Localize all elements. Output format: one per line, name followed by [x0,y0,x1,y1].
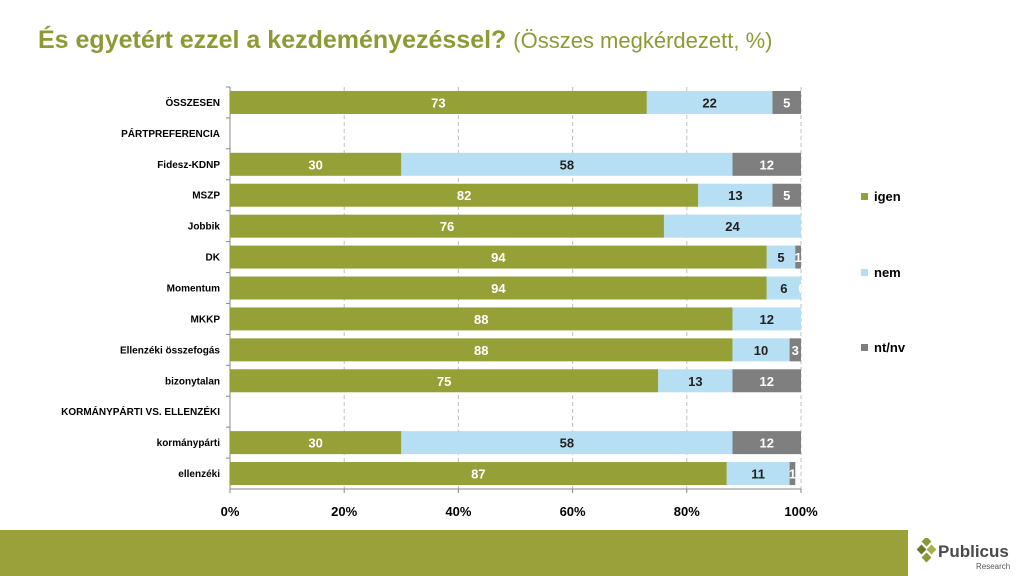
data-label-nt-nv-fidesz-kdnp: 12 [760,157,774,172]
bar-nem-ellenzeki [726,462,790,486]
publicus-logo-icon [916,538,937,563]
title-subtitle: (Összes megkérdezett, %) [513,28,773,53]
bar-nem-osszesen [646,90,773,114]
category-label-kormanyparti-vs-ellenzeki: KORMÁNYPÁRTI VS. ELLENZÉKI [61,405,220,418]
legend-marker-nem [861,269,868,276]
category-label-osszesen: ÖSSZESEN [166,96,220,109]
bar-igen-jobbik [230,214,664,238]
data-label-igen-mszp: 82 [457,188,471,203]
data-label-igen-mkkp: 88 [474,312,488,327]
category-label-jobbik: Jobbik [188,222,221,233]
x-tick-label: 20% [331,504,357,519]
x-tick-label: 40% [445,504,471,519]
legend-marker-nt-nv [861,344,868,351]
data-label-igen-osszesen: 73 [431,95,445,110]
bar-nem-mszp [698,183,773,207]
category-label-mkkp: MKKP [191,314,221,325]
category-label-fidesz-kdnp: Fidesz-KDNP [157,160,220,171]
bar-nem-bizonytalan [658,369,733,393]
bar-nt-nv-dk [795,245,801,269]
data-label-nt-nv-ellenzeki: 1 [789,467,796,482]
data-label-igen-ellenzeki: 87 [471,467,485,482]
bar-nem-jobbik [663,214,801,238]
bar-nt-nv-osszesen [772,90,801,114]
chart-title: És egyetért ezzel a kezdeményezéssel? (Ö… [38,26,772,55]
publicus-logo: Publicus Research [916,536,1024,572]
data-label-nt-nv-kormanyparti: 12 [760,436,774,451]
bar-igen-mszp [230,183,699,207]
bar-nt-nv-mszp [772,183,801,207]
data-label-igen-ellenzeki-osszefogas: 88 [474,343,488,358]
data-label-nt-nv-momentum: 0 [798,281,805,296]
data-label-nem-osszesen: 22 [702,95,716,110]
bar-igen-ellenzeki-osszefogas [230,338,733,362]
bar-igen-bizonytalan [230,369,659,393]
data-label-nem-ellenzeki-osszefogas: 10 [754,343,768,358]
data-label-nem-bizonytalan: 13 [688,374,702,389]
x-tick-label: 80% [674,504,700,519]
bar-igen-mkkp [230,307,733,331]
data-label-nem-mkkp: 12 [760,312,774,327]
data-label-nt-nv-osszesen: 5 [783,95,790,110]
x-tick-label: 100% [784,504,818,519]
category-label-partpreferencia: PÁRTPREFERENCIA [121,127,220,140]
title-main: És egyetért ezzel a kezdeményezéssel? [38,26,507,54]
bar-nem-mkkp [732,307,801,331]
data-label-nem-momentum: 6 [780,281,787,296]
bar-nem-kormanyparti [401,431,733,455]
data-label-nem-ellenzeki: 11 [751,467,765,482]
data-label-nt-nv-dk: 1 [795,250,802,265]
bar-nt-nv-kormanyparti [732,431,801,455]
data-label-nt-nv-ellenzeki-osszefogas: 3 [792,343,799,358]
data-label-nem-fidesz-kdnp: 58 [560,157,574,172]
x-tick-label: 0% [221,504,240,519]
bar-nem-fidesz-kdnp [401,152,733,176]
legend-label-nt-nv: nt/nv [874,340,906,355]
data-label-nt-nv-bizonytalan: 12 [760,374,774,389]
data-label-nt-nv-mszp: 5 [783,188,790,203]
category-label-momentum: Momentum [167,284,220,295]
data-label-nem-dk: 5 [777,250,784,265]
bar-igen-momentum [230,276,767,300]
category-label-ellenzeki-osszefogas: Ellenzéki összefogás [120,345,220,356]
bar-nt-nv-bizonytalan [732,369,801,393]
footer-band [0,530,908,576]
category-label-ellenzeki: ellenzéki [178,469,220,480]
category-label-kormanyparti: kormánypárti [157,438,221,449]
bar-nem-ellenzeki-osszefogas [732,338,790,362]
bar-nt-nv-ellenzeki [789,462,796,486]
category-label-mszp: MSZP [192,191,220,202]
bar-nem-dk [766,245,796,269]
data-label-igen-momentum: 94 [491,281,506,296]
logo-name: Publicus [938,542,1009,561]
data-label-nem-mszp: 13 [728,188,742,203]
category-label-bizonytalan: bizonytalan [165,376,220,387]
bar-nem-momentum [766,276,801,300]
legend-marker-igen [861,193,868,200]
bar-igen-osszesen [230,90,647,114]
logo-tagline: Research [976,562,1011,571]
data-label-igen-fidesz-kdnp: 30 [308,157,322,172]
data-label-igen-bizonytalan: 75 [437,374,451,389]
data-label-igen-kormanyparti: 30 [308,436,322,451]
legend-label-nem: nem [874,265,901,280]
bar-nt-nv-ellenzeki-osszefogas [789,338,801,362]
category-label-dk: DK [206,253,221,264]
bar-nt-nv-fidesz-kdnp [732,152,801,176]
data-label-nem-jobbik: 24 [725,219,740,234]
bar-igen-dk [230,245,767,269]
x-tick-label: 60% [560,504,586,519]
bar-igen-ellenzeki [230,462,727,486]
data-label-igen-jobbik: 76 [440,219,454,234]
bar-igen-kormanyparti [230,431,402,455]
legend-label-igen: igen [874,189,901,204]
bar-igen-fidesz-kdnp [230,152,402,176]
data-label-igen-dk: 94 [491,250,506,265]
data-label-nem-kormanyparti: 58 [560,436,574,451]
